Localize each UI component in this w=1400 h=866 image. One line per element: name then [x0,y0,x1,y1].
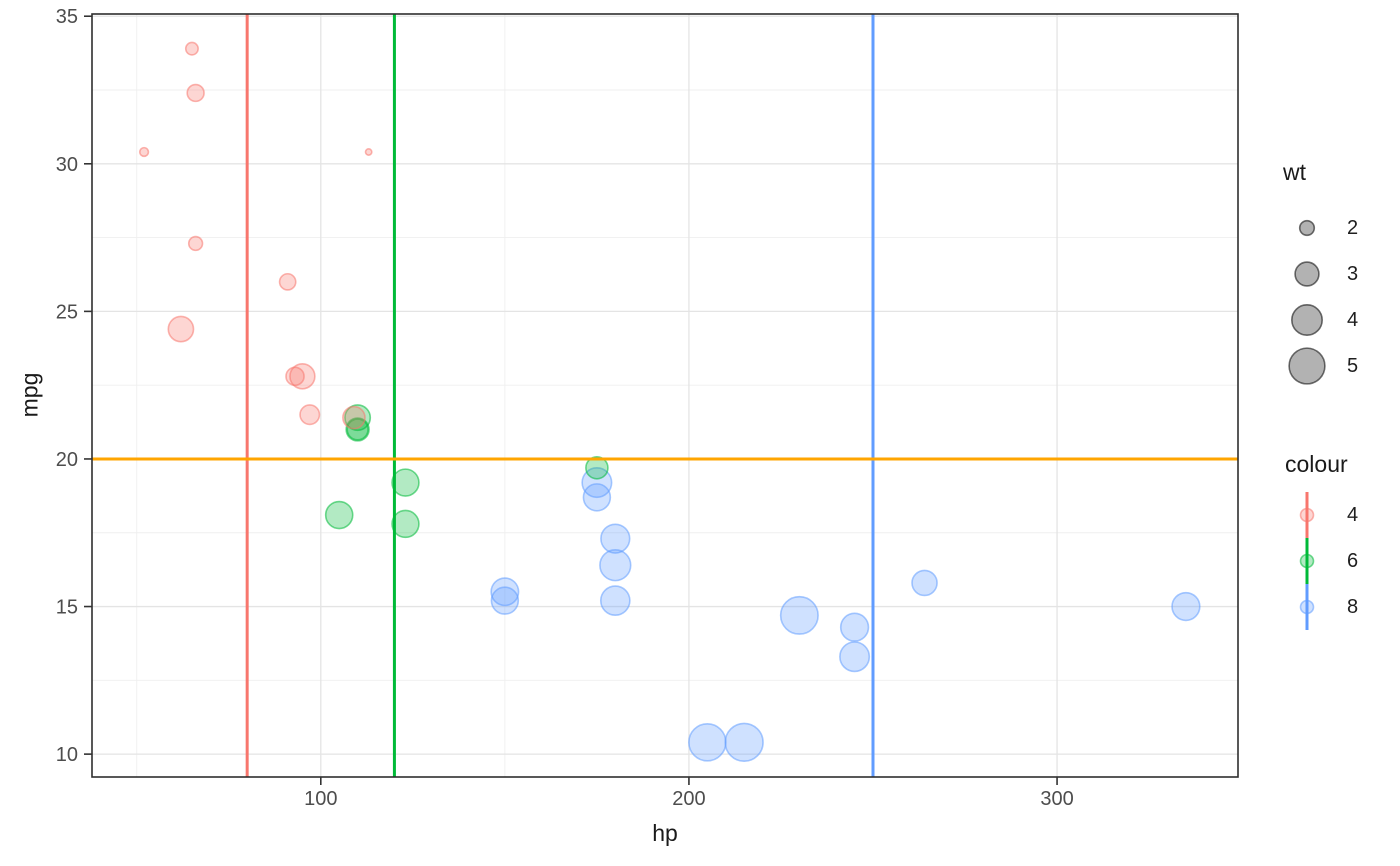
y-tick-label: 15 [56,597,78,619]
y-tick-label: 10 [56,744,78,766]
data-point [324,500,354,530]
legend-key [1299,538,1315,584]
data-point [138,146,150,158]
data-point [599,549,632,582]
size-legend-item: 2 [1283,205,1358,251]
legend-key [1299,492,1315,538]
colour-legend-title: colour [1285,451,1348,477]
size-legend-item-label: 2 [1347,216,1359,239]
size-legend-item: 3 [1283,251,1358,297]
size-key-circle [1288,347,1326,385]
data-point [839,641,871,673]
size-key-circle [1291,304,1323,336]
colour-legend-item-label: 4 [1347,503,1359,526]
legend-key [1288,347,1326,385]
colour-key-point [1299,599,1315,615]
data-point [167,315,195,343]
y-tick-label: 30 [56,154,78,176]
x-tick-label: 300 [1040,788,1073,810]
size-legend-items: 2 3 4 5 [1283,205,1358,389]
data-point [911,569,938,597]
data-point [391,468,420,497]
colour-key-point [1299,507,1315,523]
size-legend-item: 4 [1283,297,1358,343]
data-point [839,612,870,642]
size-key-circle [1294,261,1320,287]
size-legend-item-label: 4 [1347,308,1359,331]
size-legend-item-label: 5 [1347,354,1359,377]
data-point [391,509,420,539]
y-tick-label: 25 [56,301,78,323]
size-legend: wt 2 3 4 5 [1283,158,1358,389]
size-legend-item: 5 [1283,343,1358,389]
colour-legend-item: 8 [1283,584,1358,630]
data-point [585,455,609,480]
data-point [342,405,366,430]
data-point [599,585,631,616]
legend-key [1294,261,1320,287]
x-axis-title: hp [652,820,678,846]
data-point [186,83,205,103]
panel-border [91,13,1239,778]
colour-legend: colour 4 6 8 [1283,450,1358,630]
y-tick-label: 35 [56,6,78,28]
x-tick-label: 200 [672,788,705,810]
legend-key [1298,219,1316,237]
size-key-circle [1298,219,1316,237]
data-point [187,235,204,252]
data-point [1171,591,1201,622]
colour-key-point [1299,553,1315,569]
data-point [364,148,373,156]
size-legend-title: wt [1283,159,1306,185]
data-point [299,404,321,426]
legend-key [1299,584,1315,630]
data-point [600,523,631,554]
colour-legend-items: 4 6 8 [1283,492,1358,630]
y-tick-label: 20 [56,449,78,471]
size-legend-item-label: 3 [1347,262,1359,285]
colour-legend-item-label: 6 [1347,549,1359,572]
colour-legend-item: 6 [1283,538,1358,584]
legend-key [1291,304,1323,336]
y-axis-title: mpg [16,372,43,418]
x-tick-label: 100 [304,788,337,810]
data-point [724,722,764,763]
colour-legend-item: 4 [1283,492,1358,538]
data-point [289,363,316,390]
data-point [779,595,819,635]
colour-legend-item-label: 8 [1347,595,1359,618]
data-point [490,577,520,607]
panel-background [92,14,1238,777]
data-point [490,586,520,615]
data-point [278,272,297,291]
data-point [344,404,372,432]
data-point [184,41,199,56]
data-point [688,723,727,762]
